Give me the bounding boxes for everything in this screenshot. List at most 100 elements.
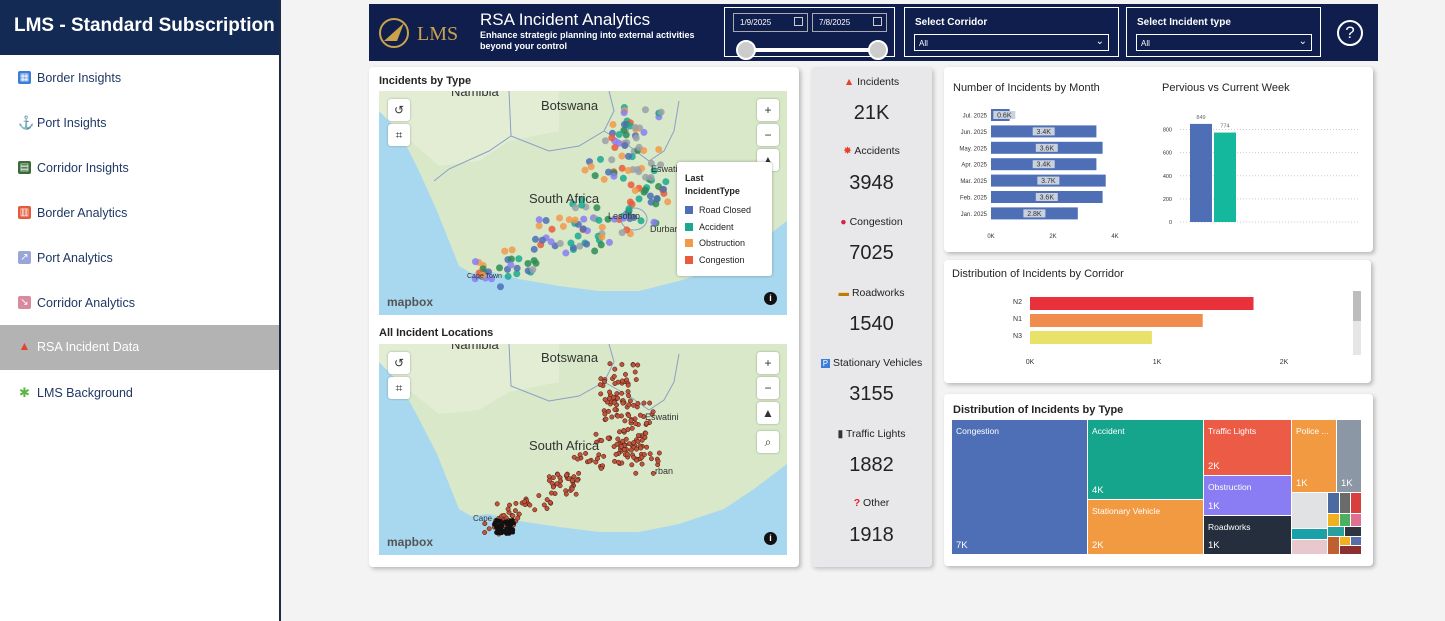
- date-slider-end-handle[interactable]: [868, 40, 888, 60]
- zoom-out-button[interactable]: −: [757, 124, 779, 146]
- sidebar-item-lms-background[interactable]: ✱ LMS Background: [0, 371, 279, 415]
- zoom-search-icon[interactable]: ⌕: [757, 431, 779, 453]
- treemap-tile-small[interactable]: [1328, 493, 1339, 513]
- report-header: LMS RSA Incident Analytics Enhance strat…: [369, 4, 1378, 61]
- treemap-tile-other[interactable]: 1K: [1337, 420, 1361, 492]
- incident-marker: [471, 258, 479, 266]
- red-circle-icon: ●: [840, 216, 847, 228]
- incident-type-dropdown[interactable]: All ⌄: [1136, 34, 1312, 51]
- incident-marker: [660, 185, 668, 193]
- lasso-select-icon[interactable]: ↺: [388, 99, 410, 121]
- kpi-accidents-label: ✸ Accidents: [843, 145, 900, 157]
- corridor-dropdown[interactable]: All ⌄: [914, 34, 1109, 51]
- treemap-tile-small[interactable]: [1292, 493, 1327, 528]
- treemap-tile-small[interactable]: [1351, 493, 1361, 513]
- help-button[interactable]: ?: [1337, 20, 1363, 46]
- treemap-tile-police[interactable]: Police ... 1K: [1292, 420, 1336, 492]
- sidebar-item-rsa-incident-data[interactable]: ▲ RSA Incident Data: [0, 325, 279, 370]
- calendar-icon[interactable]: [794, 17, 803, 26]
- sidebar-item-border-insights[interactable]: ▦ Border Insights: [0, 56, 279, 100]
- map-label-durban: Durban: [650, 224, 680, 234]
- incident-marker: [649, 456, 654, 462]
- zoom-in-button[interactable]: +: [757, 99, 779, 121]
- incident-marker: [612, 407, 618, 413]
- treemap-tile-small[interactable]: [1328, 514, 1339, 526]
- treemap-tile-small[interactable]: [1328, 537, 1339, 554]
- treemap-tile-small[interactable]: [1345, 527, 1361, 536]
- info-icon[interactable]: i: [764, 292, 777, 305]
- incident-marker: [550, 475, 556, 481]
- page-title: RSA Incident Analytics: [480, 10, 651, 29]
- treemap-tile-small[interactable]: [1292, 540, 1327, 554]
- previous-vs-current-week-chart: 0 200 400 600 800 849 774: [1163, 115, 1359, 226]
- incident-marker: [620, 400, 626, 406]
- treemap-tile-small[interactable]: [1340, 514, 1350, 526]
- treemap-tile-roadworks[interactable]: Roadworks 1K: [1204, 516, 1291, 554]
- incident-marker: [639, 461, 645, 467]
- zoom-in-button[interactable]: +: [757, 352, 779, 374]
- treemap-tile-stationary-vehicle[interactable]: Stationary Vehicle 2K: [1088, 500, 1203, 554]
- incident-marker: [626, 402, 632, 408]
- incidents-by-corridor-chart: N2 N1 N3 0K 1K 2K: [1013, 297, 1289, 366]
- legend-label: Obstruction: [699, 238, 746, 249]
- sidebar-item-port-insights[interactable]: ⚓ Port Insights: [0, 101, 279, 145]
- scrollbar-thumb[interactable]: [1353, 291, 1361, 321]
- incident-type-slicer: Select Incident type All ⌄: [1126, 7, 1321, 57]
- incident-marker: [569, 486, 575, 492]
- treemap-tile-small[interactable]: [1340, 493, 1350, 513]
- treemap-tile-small[interactable]: [1351, 537, 1361, 545]
- incident-marker: [611, 394, 617, 400]
- incident-marker: [513, 500, 519, 506]
- calendar-icon[interactable]: [873, 17, 882, 26]
- incident-marker: [471, 275, 479, 283]
- treemap-tile-small[interactable]: [1340, 546, 1361, 554]
- sidebar-item-border-analytics[interactable]: ▥ Border Analytics: [0, 191, 279, 235]
- sidebar-item-port-analytics[interactable]: ↗ Port Analytics: [0, 236, 279, 280]
- incident-marker: [622, 418, 628, 424]
- incident-marker: [635, 362, 641, 368]
- treemap-tile-congestion[interactable]: Congestion 7K: [952, 420, 1087, 554]
- compass-icon[interactable]: ▲: [757, 402, 779, 424]
- date-slider-track[interactable]: [745, 48, 878, 52]
- treemap-tile-small[interactable]: [1292, 529, 1327, 539]
- sidebar-item-corridor-insights[interactable]: ▤ Corridor Insights: [0, 146, 279, 190]
- month-data-label: 3.4K: [1036, 129, 1051, 136]
- incident-marker: [599, 438, 605, 444]
- sidebar-item-corridor-analytics[interactable]: ↘ Corridor Analytics: [0, 281, 279, 325]
- legend-label: Road Closed: [699, 205, 752, 216]
- end-date-input[interactable]: 7/8/2025: [812, 13, 887, 32]
- map1-title: Incidents by Type: [379, 75, 472, 87]
- info-icon[interactable]: i: [764, 532, 777, 545]
- incident-marker: [650, 218, 658, 226]
- incident-marker: [650, 409, 656, 415]
- incidents-by-type-map[interactable]: Namibia Botswana South Africa Eswati Les…: [379, 91, 787, 315]
- zoom-out-button[interactable]: −: [757, 377, 779, 399]
- all-incident-locations-map[interactable]: Namibia Botswana South Africa Eswatini r…: [379, 344, 787, 555]
- lasso-select-icon[interactable]: ↺: [388, 352, 410, 374]
- treemap-tile-small[interactable]: [1351, 514, 1361, 526]
- treemap-tile-small[interactable]: [1328, 527, 1344, 536]
- date-slider-start-handle[interactable]: [736, 40, 756, 60]
- incident-marker: [577, 452, 583, 458]
- incident-marker: [618, 444, 624, 449]
- incident-marker: [621, 142, 629, 150]
- incident-marker: [620, 438, 626, 444]
- incident-marker: [612, 381, 618, 386]
- rect-select-icon[interactable]: ⌗: [388, 377, 410, 399]
- start-date-input[interactable]: 1/9/2025: [733, 13, 808, 32]
- incident-marker: [575, 477, 580, 483]
- sidebar-item-label: RSA Incident Data: [37, 340, 140, 354]
- month-label-bg: [1023, 209, 1046, 218]
- incident-marker: [619, 174, 627, 182]
- treemap-tile-traffic-lights[interactable]: Traffic Lights 2K: [1204, 420, 1291, 475]
- incident-marker: [598, 465, 604, 471]
- treemap-tile-small[interactable]: [1340, 537, 1350, 545]
- map-label-south-africa: South Africa: [529, 191, 600, 206]
- rect-select-icon[interactable]: ⌗: [388, 124, 410, 146]
- week-data-label: 849: [1196, 115, 1205, 121]
- treemap-tile-accident[interactable]: Accident 4K: [1088, 420, 1203, 499]
- treemap-tile-obstruction[interactable]: Obstruction 1K: [1204, 476, 1291, 515]
- incident-marker: [619, 362, 625, 367]
- scrollbar-track[interactable]: [1353, 291, 1361, 355]
- corridor-x-tick: 2K: [1280, 359, 1289, 366]
